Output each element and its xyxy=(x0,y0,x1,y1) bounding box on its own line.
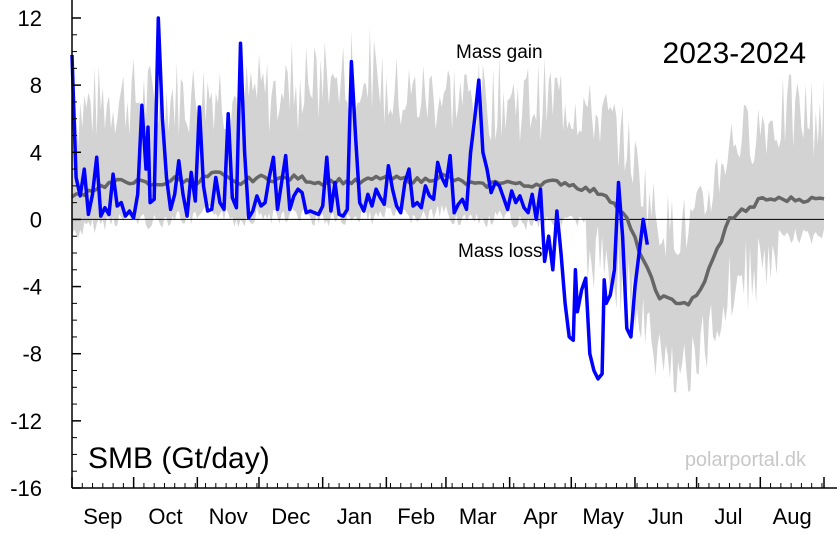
y-tick-label: -12 xyxy=(10,409,42,434)
x-tick-label: Nov xyxy=(209,504,248,529)
y-tick-label: 8 xyxy=(30,73,42,98)
y-tick-label: -8 xyxy=(22,342,42,367)
x-tick-label: Jul xyxy=(714,504,742,529)
x-tick-label: May xyxy=(582,504,624,529)
y-tick-label: -4 xyxy=(22,275,42,300)
credit-text: polarportal.dk xyxy=(685,449,807,471)
x-tick-label: Oct xyxy=(148,504,182,529)
x-tick-label: Sep xyxy=(83,504,122,529)
x-tick-label: Jun xyxy=(648,504,683,529)
x-tick-label: Mar xyxy=(459,504,497,529)
current-year-line-layer xyxy=(70,16,650,381)
y-tick-label: -16 xyxy=(10,476,42,501)
x-tick-label: Apr xyxy=(523,504,557,529)
x-tick-labels: Sep Oct Nov Dec Jan Feb Mar Apr May Jun Jul Aug xyxy=(71,477,825,529)
axes-layer xyxy=(71,0,837,489)
chart-title: 2023-2024 xyxy=(663,37,806,70)
y-tick-label: 0 xyxy=(30,207,42,232)
x-tick-label: Jan xyxy=(337,504,372,529)
x-tick-label: Feb xyxy=(397,504,435,529)
y-axis-label: SMB (Gt/day) xyxy=(88,442,270,475)
mass-gain-annotation: Mass gain xyxy=(456,42,543,63)
historical-range-band xyxy=(72,28,824,393)
current-year-line xyxy=(70,16,650,381)
y-tick-label: 4 xyxy=(30,140,42,165)
range-band-layer xyxy=(72,28,824,393)
x-tick-label: Dec xyxy=(271,504,310,529)
mass-loss-annotation: Mass loss xyxy=(458,241,542,262)
y-tick-labels: 12 8 4 0 -4 -8 -12 -16 xyxy=(10,6,81,501)
y-tick-label: 12 xyxy=(18,6,42,31)
x-tick-label: Aug xyxy=(773,504,812,529)
